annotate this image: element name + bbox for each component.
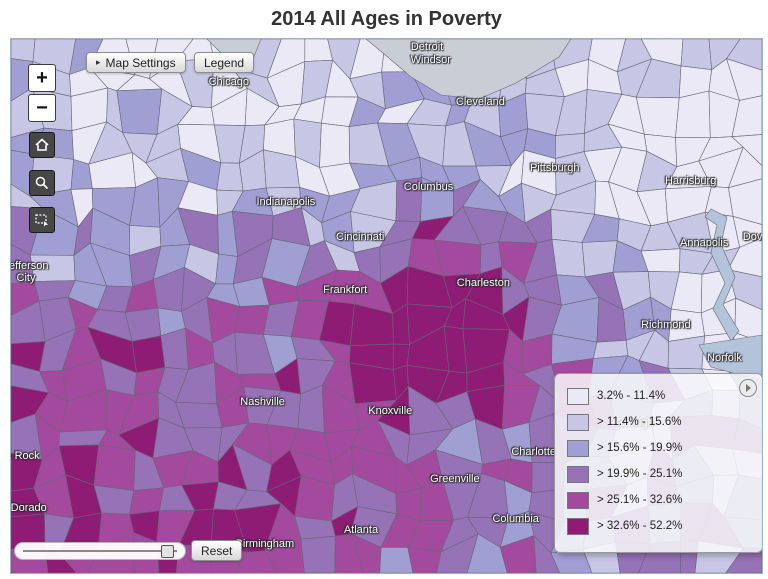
legend-button-label: Legend (204, 55, 245, 70)
legend-rows: 3.2% - 11.4% > 11.4% - 15.6% > 15.6% - 19.… (567, 383, 762, 539)
legend-row: > 15.6% - 19.9% (567, 435, 762, 461)
zoom-slider[interactable] (14, 542, 186, 560)
legend-row: > 32.6% - 52.2% (567, 513, 762, 539)
select-area-button[interactable] (29, 207, 55, 233)
legend-label: > 32.6% - 52.2% (597, 520, 683, 532)
zoom-in-button[interactable]: + (28, 64, 56, 92)
legend-label: > 11.4% - 15.6% (597, 416, 682, 428)
legend-swatch (567, 517, 589, 535)
magnifier-icon (35, 176, 49, 190)
zoom-box-button[interactable] (29, 170, 55, 196)
legend-swatch (567, 413, 589, 431)
legend-swatch (567, 491, 589, 509)
page-title: 2014 All Ages in Poverty (271, 7, 502, 30)
legend-panel: 3.2% - 11.4% > 11.4% - 15.6% > 15.6% - 19.… (554, 373, 762, 553)
legend-label: > 19.9% - 25.1% (597, 468, 683, 480)
select-rectangle-icon (35, 214, 48, 227)
expander-icon: ▸ (96, 57, 101, 67)
arrow-icon (745, 384, 751, 392)
slider-track[interactable] (23, 550, 177, 552)
map-settings-button[interactable]: ▸ Map Settings (86, 52, 186, 73)
reset-button-label: Reset (201, 543, 233, 558)
legend-swatch (567, 387, 589, 405)
plus-icon: + (36, 67, 48, 89)
legend-row: > 25.1% - 32.6% (567, 487, 762, 513)
home-icon (35, 138, 49, 151)
legend-label: > 25.1% - 32.6% (597, 494, 683, 506)
zoom-out-button[interactable]: − (28, 94, 56, 122)
legend-swatch (567, 439, 589, 457)
home-extent-button[interactable] (29, 132, 55, 158)
slider-thumb[interactable] (161, 545, 174, 558)
map-settings-label: Map Settings (105, 55, 176, 70)
legend-row: > 19.9% - 25.1% (567, 461, 762, 487)
legend-row: > 11.4% - 15.6% (567, 409, 762, 435)
map-container[interactable]: Detroit Windsor Chicago Cleveland Pittsburgh… (10, 38, 763, 574)
legend-row: 3.2% - 11.4% (567, 383, 762, 409)
legend-swatch (567, 465, 589, 483)
legend-label: > 15.6% - 19.9% (597, 442, 683, 454)
reset-button[interactable]: Reset (191, 540, 243, 561)
legend-options-icon[interactable] (739, 379, 757, 397)
minus-icon: − (36, 97, 48, 119)
legend-button[interactable]: Legend (194, 52, 255, 73)
legend-label: 3.2% - 11.4% (597, 390, 666, 402)
